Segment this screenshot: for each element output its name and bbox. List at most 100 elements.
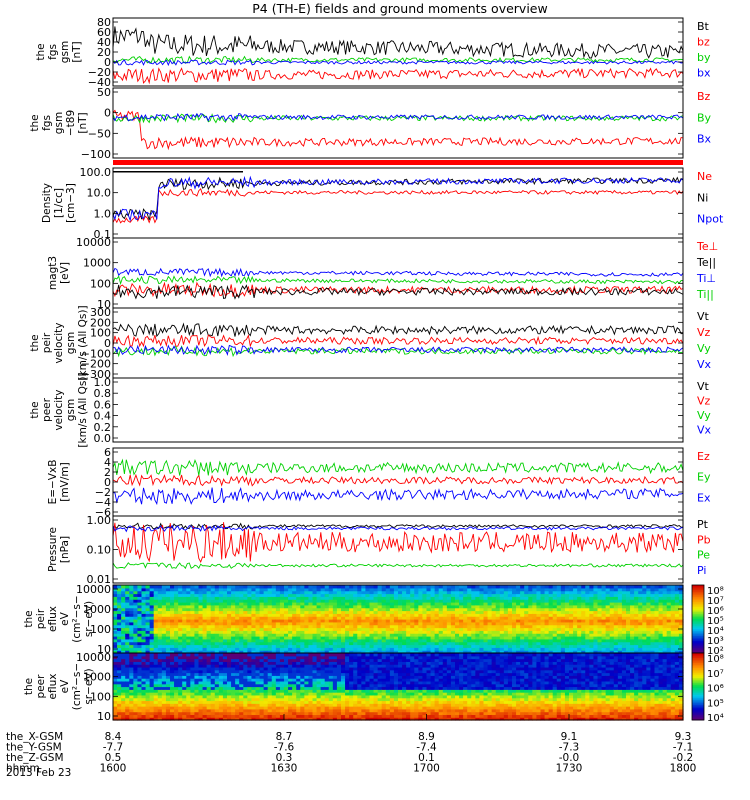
heatmap-cell: [218, 636, 224, 640]
y-axis-label: the: [29, 401, 41, 418]
heatmap-cell: [345, 630, 350, 634]
heatmap-cell: [316, 596, 322, 600]
heatmap-cell: [536, 638, 542, 643]
heatmap-cell: [304, 633, 310, 637]
heatmap-cell: [503, 630, 509, 634]
heatmap-cell: [446, 610, 452, 614]
heatmap-cell: [320, 664, 326, 668]
heatmap-cell: [271, 602, 277, 606]
heatmap-cell: [186, 638, 191, 643]
heatmap-cell: [292, 644, 297, 648]
heatmap-cell: [113, 630, 118, 634]
heatmap-cell: [499, 650, 505, 654]
heatmap-cell: [569, 585, 574, 589]
heatmap-cell: [654, 602, 660, 606]
heatmap-cell: [251, 666, 257, 671]
heatmap-cell: [666, 610, 672, 614]
heatmap-cell: [483, 644, 489, 648]
heatmap-cell: [243, 672, 248, 676]
heatmap-cell: [133, 590, 139, 595]
heatmap-cell: [389, 590, 395, 595]
heatmap-cell: [617, 621, 623, 626]
heatmap-cell: [418, 621, 424, 626]
heatmap-cell: [646, 638, 652, 643]
heatmap-cell: [125, 697, 130, 702]
heatmap-cell: [292, 647, 297, 651]
heatmap-cell: [300, 604, 305, 609]
heatmap-cell: [324, 672, 330, 676]
heatmap-cell: [125, 636, 130, 640]
heatmap-cell: [247, 697, 253, 702]
heatmap-cell: [174, 602, 179, 606]
heatmap-cell: [292, 627, 297, 631]
heatmap-cell: [324, 697, 330, 702]
heatmap-cell: [214, 593, 220, 597]
heatmap-cell: [210, 689, 216, 693]
heatmap-cell: [235, 585, 240, 589]
heatmap-cell: [524, 616, 529, 620]
heatmap-cell: [483, 638, 489, 643]
heatmap-cell: [255, 692, 261, 696]
heatmap-cell: [165, 636, 171, 640]
heatmap-cell: [581, 602, 586, 606]
heatmap-cell: [577, 630, 582, 634]
heatmap-cell: [520, 604, 525, 609]
heatmap-cell: [316, 655, 322, 660]
heatmap-cell: [206, 678, 212, 682]
heatmap-cell: [182, 708, 187, 713]
y-tick-label: −50: [88, 127, 111, 140]
heatmap-cell: [328, 661, 334, 665]
heatmap-cell: [218, 666, 224, 671]
heatmap-cell: [442, 593, 448, 597]
heatmap-cell: [536, 587, 542, 592]
heatmap-cell: [666, 590, 672, 595]
heatmap-cell: [450, 624, 456, 629]
heatmap-cell: [442, 604, 448, 609]
heatmap-cell: [129, 590, 134, 595]
heatmap-cell: [585, 627, 590, 631]
heatmap-cell: [499, 633, 505, 637]
heatmap-cell: [357, 633, 362, 637]
heatmap-cell: [605, 647, 611, 651]
heatmap-cell: [487, 641, 493, 646]
heatmap-cell: [284, 650, 289, 654]
heatmap-cell: [670, 610, 676, 614]
heatmap-cell: [426, 587, 432, 592]
heatmap-cell: [296, 703, 301, 707]
heatmap-cell: [434, 641, 440, 646]
heatmap-cell: [654, 647, 660, 651]
colorbar-segment: [692, 613, 704, 617]
heatmap-cell: [536, 650, 542, 654]
heatmap-cell: [479, 641, 485, 646]
heatmap-cell: [630, 604, 635, 609]
heatmap-cell: [621, 636, 627, 640]
heatmap-cell: [544, 633, 550, 637]
heatmap-cell: [548, 616, 554, 620]
heatmap-cell: [524, 641, 529, 646]
heatmap-cell: [385, 593, 391, 597]
heatmap-cell: [267, 585, 273, 589]
heatmap-cell: [516, 624, 521, 629]
heatmap-cell: [113, 624, 118, 629]
heatmap-cell: [145, 689, 151, 693]
heatmap-cell: [182, 590, 187, 595]
heatmap-cell: [186, 717, 191, 721]
heatmap-cell: [605, 638, 611, 643]
heatmap-cell: [239, 613, 244, 617]
heatmap-cell: [235, 661, 240, 665]
heatmap-cell: [336, 644, 342, 648]
heatmap-cell: [528, 616, 533, 620]
heatmap-cell: [121, 711, 126, 716]
heatmap-cell: [324, 714, 330, 718]
heatmap-cell: [117, 619, 122, 623]
heatmap-cell: [556, 587, 562, 592]
heatmap-cell: [304, 672, 310, 676]
heatmap-cell: [198, 616, 204, 620]
heatmap-cell: [512, 585, 517, 589]
heatmap-cell: [202, 672, 208, 676]
heatmap-cell: [402, 636, 407, 640]
heatmap-cell: [552, 602, 558, 606]
y-axis-label: −t89: [65, 110, 77, 136]
